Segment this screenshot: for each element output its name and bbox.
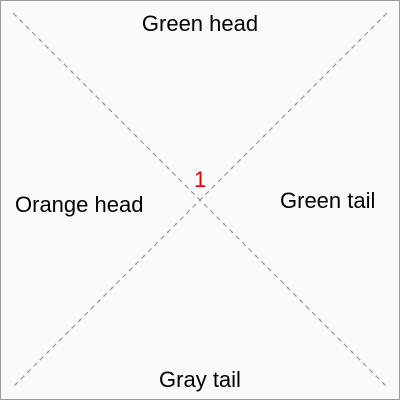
left-edge-label: Orange head	[15, 192, 144, 217]
tile-number: 1	[194, 167, 207, 192]
bottom-edge-label: Gray tail	[159, 367, 241, 392]
diagonal-line-tr-bl	[12, 12, 388, 388]
right-edge-label: Green tail	[280, 188, 376, 213]
top-edge-label: Green head	[141, 11, 259, 36]
